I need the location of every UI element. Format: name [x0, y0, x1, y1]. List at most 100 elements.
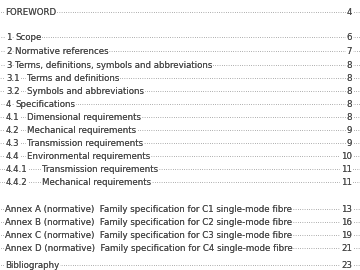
Text: 9: 9: [347, 126, 352, 135]
Text: 4.4: 4.4: [6, 152, 20, 161]
Text: 1: 1: [6, 33, 12, 42]
Text: Bibliography: Bibliography: [5, 261, 59, 270]
Text: 3: 3: [6, 61, 12, 70]
Text: 4.2: 4.2: [6, 126, 20, 135]
Text: 3.2: 3.2: [6, 87, 20, 96]
Text: ................................................................................: ........................................…: [0, 61, 360, 67]
Text: 4: 4: [6, 100, 12, 109]
Text: 8: 8: [346, 100, 352, 109]
Text: 21: 21: [341, 244, 352, 253]
Text: Transmission requirements: Transmission requirements: [27, 139, 143, 148]
Text: Specifications: Specifications: [15, 100, 75, 109]
Text: 9: 9: [347, 139, 352, 148]
Text: 23: 23: [341, 261, 352, 270]
Text: Mechanical requirements: Mechanical requirements: [42, 178, 151, 187]
Text: 13: 13: [341, 205, 352, 214]
Text: Mechanical requirements: Mechanical requirements: [27, 126, 136, 135]
Text: Terms and definitions: Terms and definitions: [27, 74, 120, 83]
Text: 8: 8: [346, 87, 352, 96]
Text: 8: 8: [346, 100, 352, 109]
Text: ................................................................................: ........................................…: [0, 218, 360, 224]
Text: 19: 19: [341, 231, 352, 240]
Text: Normative references: Normative references: [15, 47, 109, 56]
Text: 11: 11: [341, 165, 352, 174]
Text: ................................................................................: ........................................…: [0, 47, 360, 53]
Text: 3.1: 3.1: [6, 74, 20, 83]
Text: ................................................................................: ........................................…: [0, 231, 360, 237]
Text: 4.3: 4.3: [6, 139, 20, 148]
Text: 7: 7: [346, 47, 352, 56]
Text: 6: 6: [346, 33, 352, 42]
Text: ................................................................................: ........................................…: [0, 87, 360, 93]
Text: Normative references: Normative references: [15, 47, 109, 56]
Text: 3.2: 3.2: [6, 87, 20, 96]
Text: 13: 13: [341, 205, 352, 214]
Text: 4.4.1: 4.4.1: [6, 165, 28, 174]
Text: ................................................................................: ........................................…: [0, 261, 360, 267]
Text: 4: 4: [6, 100, 12, 109]
Text: ................................................................................: ........................................…: [0, 33, 360, 39]
Text: 8: 8: [346, 61, 352, 70]
Text: 2: 2: [6, 47, 12, 56]
Text: Bibliography: Bibliography: [5, 261, 59, 270]
Text: Specifications: Specifications: [15, 100, 75, 109]
Text: 8: 8: [346, 113, 352, 122]
Text: Terms, definitions, symbols and abbreviations: Terms, definitions, symbols and abbrevia…: [15, 61, 212, 70]
Text: 23: 23: [341, 261, 352, 270]
Text: Annex B (normative)  Family specification for C2 single-mode fibre: Annex B (normative) Family specification…: [5, 218, 292, 227]
Text: Transmission requirements: Transmission requirements: [27, 139, 143, 148]
Text: 11: 11: [341, 178, 352, 187]
Text: ................................................................................: ........................................…: [0, 178, 360, 184]
Text: Annex C (normative)  Family specification for C3 single-mode fibre: Annex C (normative) Family specification…: [5, 231, 292, 240]
Text: 11: 11: [341, 178, 352, 187]
Text: ................................................................................: ........................................…: [0, 113, 360, 119]
Text: 9: 9: [347, 126, 352, 135]
Text: 8: 8: [346, 74, 352, 83]
Text: Terms and definitions: Terms and definitions: [27, 74, 120, 83]
Text: 3: 3: [6, 61, 12, 70]
Text: 4.4: 4.4: [6, 152, 20, 161]
Text: Terms, definitions, symbols and abbreviations: Terms, definitions, symbols and abbrevia…: [15, 61, 212, 70]
Text: ................................................................................: ........................................…: [0, 74, 360, 80]
Text: Scope: Scope: [15, 33, 41, 42]
Text: 11: 11: [341, 165, 352, 174]
Text: 19: 19: [341, 231, 352, 240]
Text: 6: 6: [346, 33, 352, 42]
Text: Annex D (normative)  Family specification for C4 single-mode fibre: Annex D (normative) Family specification…: [5, 244, 293, 253]
Text: 16: 16: [341, 218, 352, 227]
Text: FOREWORD: FOREWORD: [5, 8, 56, 17]
Text: Transmission requirements: Transmission requirements: [42, 165, 158, 174]
Text: 8: 8: [346, 61, 352, 70]
Text: Annex C (normative)  Family specification for C3 single-mode fibre: Annex C (normative) Family specification…: [5, 231, 292, 240]
Text: Scope: Scope: [15, 33, 41, 42]
Text: FOREWORD: FOREWORD: [5, 8, 56, 17]
Text: 4: 4: [346, 8, 352, 17]
Text: ................................................................................: ........................................…: [0, 100, 360, 106]
Text: Annex A (normative)  Family specification for C1 single-mode fibre: Annex A (normative) Family specification…: [5, 205, 292, 214]
Text: 8: 8: [346, 113, 352, 122]
Text: Transmission requirements: Transmission requirements: [42, 165, 158, 174]
Text: ................................................................................: ........................................…: [0, 244, 360, 250]
Text: ................................................................................: ........................................…: [0, 152, 360, 158]
Text: 16: 16: [341, 218, 352, 227]
Text: Dimensional requirements: Dimensional requirements: [27, 113, 141, 122]
Text: ................................................................................: ........................................…: [0, 165, 360, 171]
Text: Annex A (normative)  Family specification for C1 single-mode fibre: Annex A (normative) Family specification…: [5, 205, 292, 214]
Text: 7: 7: [346, 47, 352, 56]
Text: 4.4.2: 4.4.2: [6, 178, 28, 187]
Text: 4.1: 4.1: [6, 113, 20, 122]
Text: Symbols and abbreviations: Symbols and abbreviations: [27, 87, 144, 96]
Text: 4.2: 4.2: [6, 126, 20, 135]
Text: 8: 8: [346, 74, 352, 83]
Text: ................................................................................: ........................................…: [0, 139, 360, 145]
Text: Mechanical requirements: Mechanical requirements: [42, 178, 151, 187]
Text: Mechanical requirements: Mechanical requirements: [27, 126, 136, 135]
Text: 3.1: 3.1: [6, 74, 20, 83]
Text: 9: 9: [347, 139, 352, 148]
Text: Dimensional requirements: Dimensional requirements: [27, 113, 141, 122]
Text: Annex B (normative)  Family specification for C2 single-mode fibre: Annex B (normative) Family specification…: [5, 218, 292, 227]
Text: ................................................................................: ........................................…: [0, 126, 360, 132]
Text: 10: 10: [341, 152, 352, 161]
Text: 4.1: 4.1: [6, 113, 20, 122]
Text: 8: 8: [346, 87, 352, 96]
